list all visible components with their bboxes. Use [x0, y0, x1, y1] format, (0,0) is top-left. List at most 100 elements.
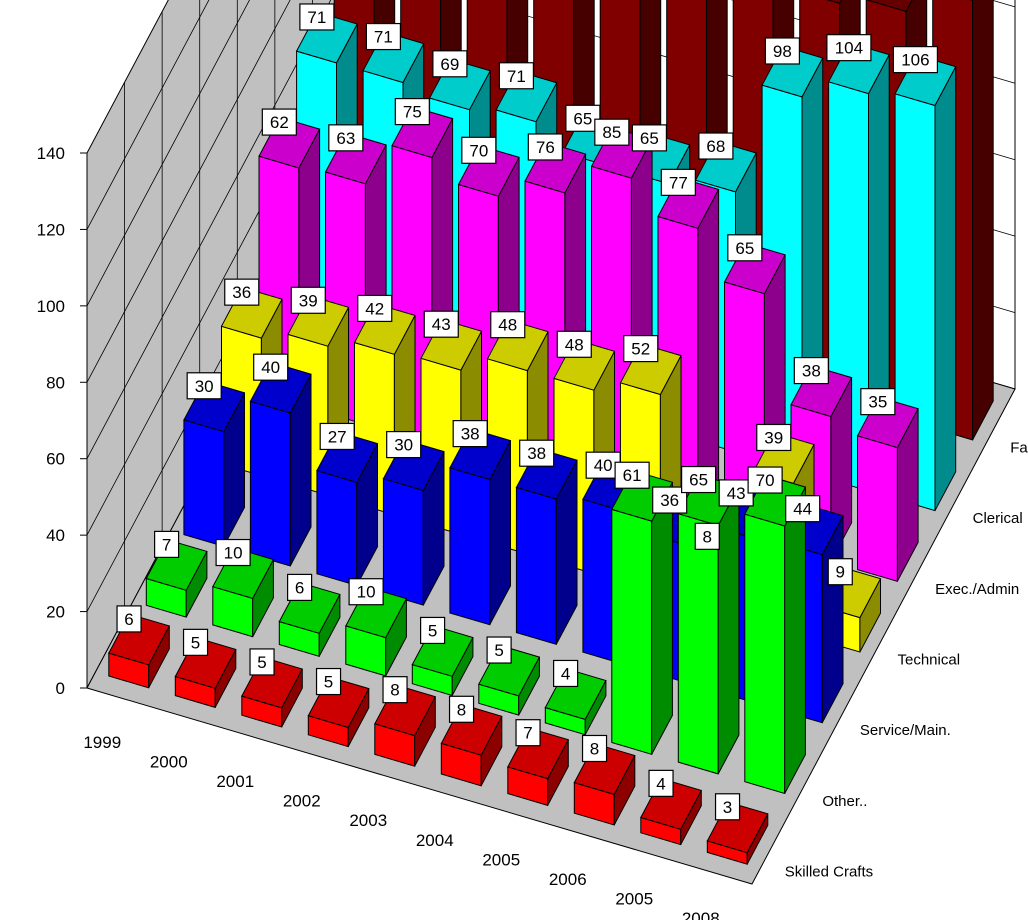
data-label-value: 70	[469, 141, 488, 160]
data-label-value: 75	[403, 103, 422, 122]
data-label-box	[498, 62, 534, 90]
data-label-box	[594, 118, 630, 146]
x-tick-label: 2004	[416, 831, 454, 850]
data-label-value: 39	[299, 291, 318, 310]
data-label-box	[382, 676, 408, 704]
data-label: 39	[290, 286, 326, 314]
data-label-value: 5	[428, 621, 437, 640]
series-label: Technical	[898, 652, 961, 669]
data-label: 27	[319, 422, 355, 451]
bar-service-main--1999	[183, 380, 246, 547]
y-tick-label: 80	[46, 373, 65, 392]
bar-front	[677, 513, 719, 775]
data-label: 44	[785, 495, 821, 523]
bar-front	[611, 508, 653, 755]
x-tick-label: 2005	[482, 850, 520, 869]
series-label: Exec./Admin	[935, 581, 1019, 598]
data-label-box	[423, 310, 459, 338]
data-label-box	[365, 22, 401, 51]
bar-service-main--2001	[316, 431, 379, 587]
data-label: 38	[519, 439, 555, 467]
data-label: 65	[681, 465, 717, 494]
data-label-value: 9	[836, 563, 845, 582]
data-label-box	[224, 278, 260, 306]
bar-service-main--2003	[449, 428, 512, 626]
data-label-box	[527, 133, 563, 161]
data-label: 7	[154, 530, 180, 558]
data-label-value: 39	[764, 428, 783, 447]
data-label: 71	[299, 3, 335, 31]
data-label-box	[461, 136, 497, 164]
data-label-box	[116, 605, 142, 633]
data-label-box	[727, 234, 763, 262]
data-label: 65	[727, 234, 763, 262]
data-label-value: 4	[561, 664, 570, 683]
data-label-box	[793, 356, 829, 385]
data-label: 39	[756, 423, 792, 452]
data-label: 38	[452, 420, 488, 448]
data-label-value: 5	[494, 641, 503, 660]
bar-front	[249, 400, 291, 567]
data-label-value: 6	[124, 610, 133, 629]
data-label-value: 5	[257, 653, 266, 672]
data-label-box	[764, 37, 800, 65]
data-label-box	[631, 124, 667, 152]
data-label: 30	[186, 372, 222, 400]
data-label-box	[490, 311, 526, 339]
x-axis: 1999 2000 2001 2002 2003 2004 2005 2006 2005 2008	[83, 733, 719, 920]
data-label: 8	[448, 695, 475, 723]
data-label-value: 62	[270, 113, 289, 132]
data-label-box	[581, 734, 608, 763]
data-label: 4	[553, 659, 579, 688]
data-label: 65	[631, 124, 667, 152]
data-label: 36	[224, 278, 260, 306]
bar-side	[651, 482, 673, 755]
data-label-value: 48	[498, 316, 517, 335]
data-label: 69	[432, 50, 468, 78]
data-label: 104	[826, 34, 872, 62]
data-label: 61	[614, 461, 650, 489]
data-label-box	[660, 168, 696, 196]
data-label: 6	[116, 605, 142, 633]
data-label-value: 65	[735, 239, 754, 258]
data-label-box	[860, 388, 896, 416]
data-label-value: 65	[689, 471, 708, 490]
data-label-box	[448, 695, 475, 723]
data-label-value: 43	[727, 484, 746, 503]
data-label-box	[452, 420, 488, 448]
data-label: 48	[556, 330, 592, 358]
data-label-box	[348, 578, 384, 606]
x-tick-label: 2002	[283, 792, 321, 811]
data-label-box	[747, 466, 783, 494]
data-labels-layer: 1121101161121231141191041071157171697165…	[116, 3, 938, 821]
data-label-value: 30	[394, 436, 413, 455]
data-label-value: 61	[623, 466, 642, 485]
data-label-box	[826, 34, 872, 62]
data-label-box	[698, 132, 734, 160]
data-label-box	[182, 628, 209, 656]
bar-front	[183, 419, 225, 547]
data-label-value: 104	[835, 39, 863, 58]
bar-other--2008	[744, 474, 807, 795]
data-label-box	[249, 648, 275, 676]
data-label-value: 85	[602, 123, 621, 142]
data-label-box	[614, 461, 650, 489]
data-label: 70	[747, 466, 783, 494]
data-label-value: 48	[565, 335, 584, 354]
data-label: 106	[892, 46, 938, 74]
data-label-box	[556, 330, 592, 358]
data-label-box	[315, 667, 342, 696]
data-label-value: 70	[756, 471, 775, 490]
data-label: 8	[694, 522, 720, 550]
data-label-box	[287, 573, 313, 602]
bar-service-main--2004	[515, 447, 578, 645]
data-label-value: 7	[162, 535, 171, 554]
bar-top	[865, 0, 913, 12]
data-label-box	[261, 108, 297, 136]
data-label-box	[519, 439, 555, 467]
data-label-box	[386, 430, 422, 459]
data-label: 63	[328, 124, 364, 152]
gridline-120	[86, 0, 210, 230]
data-label: 40	[253, 353, 289, 381]
